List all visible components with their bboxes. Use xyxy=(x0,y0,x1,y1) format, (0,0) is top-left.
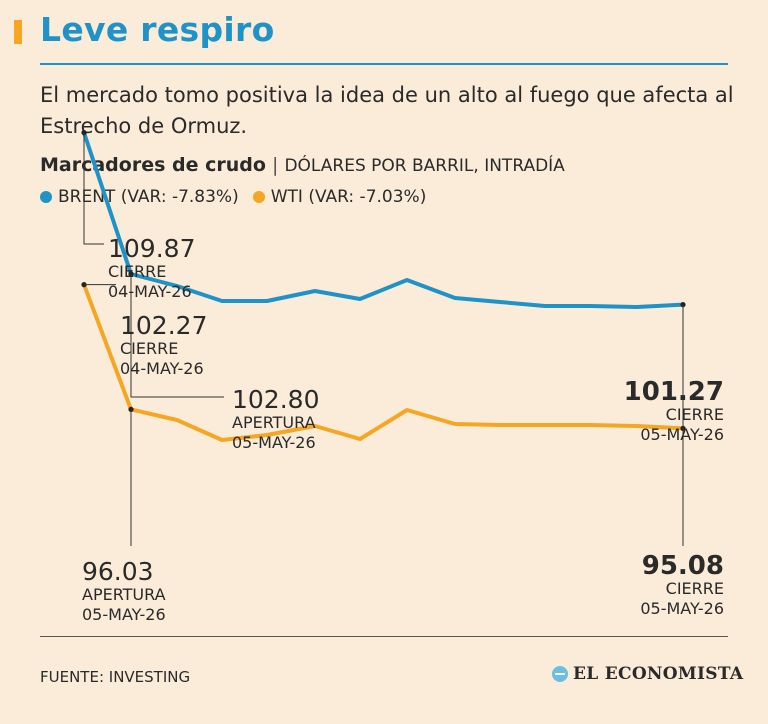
annotation-brent-close-date: 05-MAY-26 xyxy=(640,425,724,444)
annotation-brent-apertura-date: 05-MAY-26 xyxy=(232,433,316,452)
annotation-brent-apertura-value: 102.80 xyxy=(232,385,319,414)
legend-item-wti: WTI (VAR: -7.03%) xyxy=(252,187,427,207)
annotation-wti-apertura-value: 96.03 xyxy=(82,557,154,586)
annotation-wti-open-label: CIERRE xyxy=(120,339,178,358)
chart-heading-separator: | xyxy=(271,154,279,176)
leader-brent-apertura xyxy=(130,274,224,398)
logo-text: EL ECONOMISTA xyxy=(573,664,744,684)
publisher-logo: EL ECONOMISTA xyxy=(552,664,743,684)
annotation-wti-close-value: 95.08 xyxy=(642,551,724,581)
annotation-brent-apertura-label: APERTURA xyxy=(232,413,316,432)
source-note: FUENTE: INVESTING xyxy=(40,668,191,686)
annotation-wti-apertura-label: APERTURA xyxy=(82,585,166,604)
annotation-brent-close-label: CIERRE xyxy=(666,405,724,424)
annotation-wti-apertura-date: 05-MAY-26 xyxy=(82,605,166,624)
chart-subtitle: El mercado tomo positiva la idea de un a… xyxy=(40,83,734,138)
logo-icon xyxy=(552,666,568,682)
legend-dot-brent xyxy=(40,191,52,203)
chart-title: Leve respiro xyxy=(40,10,275,49)
annotation-wti-open-date: 04-MAY-26 xyxy=(120,359,204,378)
footer-divider xyxy=(40,636,728,637)
annotation-wti-close-date: 05-MAY-26 xyxy=(640,599,724,618)
chart-heading-unit: DÓLARES POR BARRIL, INTRADÍA xyxy=(284,156,565,176)
annotation-wti-close-label: CIERRE xyxy=(666,579,724,598)
legend-label-wti: WTI (VAR: -7.03%) xyxy=(270,187,427,207)
annotation-wti-open-value: 102.27 xyxy=(120,311,207,340)
title-divider xyxy=(40,63,728,65)
annotation-brent-open-date: 04-MAY-26 xyxy=(108,282,192,301)
accent-bar xyxy=(14,20,22,44)
annotation-brent-close-value: 101.27 xyxy=(624,377,724,407)
legend-dot-wti xyxy=(252,191,265,203)
annotation-brent-open-value: 109.87 xyxy=(108,234,195,263)
leader-brent-open xyxy=(83,132,104,245)
annotation-brent-open-label: CIERRE xyxy=(108,262,166,281)
series-line-brent xyxy=(82,130,685,309)
series-line-wti xyxy=(82,282,685,442)
